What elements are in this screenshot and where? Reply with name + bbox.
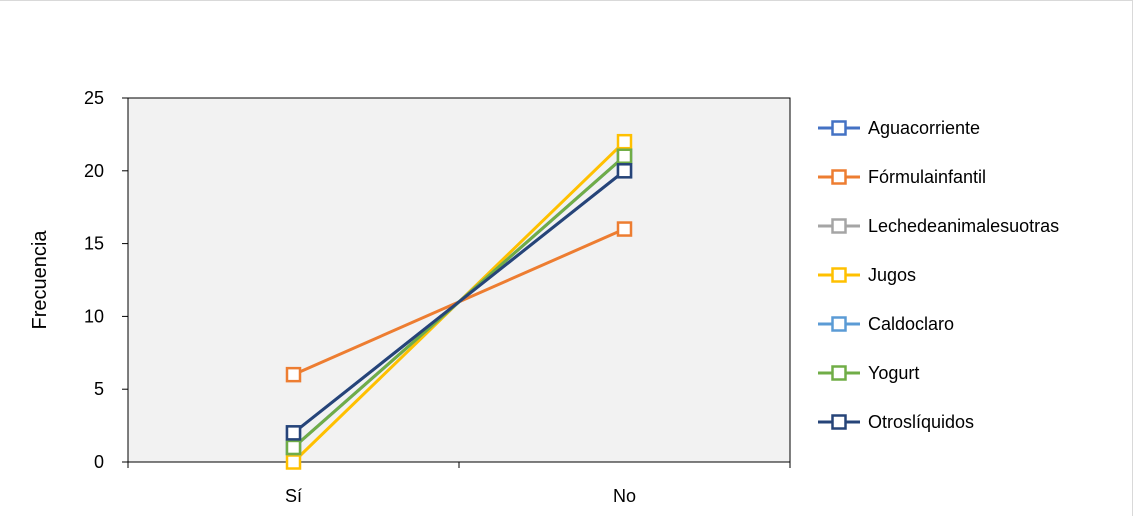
data-point (616, 148, 633, 164)
x-tick-label: Sí (285, 486, 302, 506)
x-axis: Sí No (127, 462, 791, 506)
y-tick-label: 5 (94, 379, 104, 399)
legend-swatch-marker (831, 218, 847, 234)
legend-swatch-marker (831, 365, 847, 381)
y-tick-label: 20 (84, 161, 104, 181)
legend-item: Yogurt (818, 363, 919, 383)
legend-label: Otroslíquidos (868, 412, 974, 432)
legend-swatch-marker (831, 267, 847, 283)
legend-label: Fórmulainfantil (868, 167, 986, 187)
legend-label: Lechedeanimalesuotras (868, 216, 1059, 236)
data-point (285, 454, 302, 470)
legend-label: Aguacorriente (868, 118, 980, 138)
legend-item: Fórmulainfantil (818, 167, 986, 187)
data-point (616, 133, 633, 150)
series-Otroslíquidos (285, 163, 633, 441)
y-tick-label: 0 (94, 452, 104, 472)
y-tick-label: 15 (84, 234, 104, 254)
legend: Aguacorriente Fórmulainfantil Lechedeanima… (818, 118, 1059, 432)
data-point (285, 439, 302, 456)
y-tick-label: 25 (84, 88, 104, 108)
legend-label: Yogurt (868, 363, 919, 383)
legend-item: Caldoclaro (818, 314, 954, 334)
plot-area (127, 97, 791, 463)
legend-swatch-marker (831, 120, 847, 136)
legend-swatch-marker (831, 316, 847, 332)
data-point (285, 366, 302, 383)
legend-label: Caldoclaro (868, 314, 954, 334)
data-point (616, 221, 633, 237)
series-line (292, 169, 626, 435)
legend-item: Lechedeanimalesuotras (818, 216, 1059, 236)
legend-item: Jugos (818, 265, 916, 285)
y-tick-label: 10 (84, 306, 104, 326)
y-axis: 0 5 10 15 20 25 (84, 88, 128, 472)
legend-swatch-marker (831, 169, 847, 185)
legend-label: Jugos (868, 265, 916, 285)
series-layer (285, 133, 633, 470)
legend-item: Otroslíquidos (818, 412, 974, 432)
legend-item: Aguacorriente (818, 118, 980, 138)
legend-swatch-marker (831, 414, 847, 430)
y-axis-title: Frecuencia (29, 230, 51, 330)
data-point (616, 163, 633, 179)
data-point (285, 425, 302, 441)
x-tick-label: No (613, 486, 636, 506)
